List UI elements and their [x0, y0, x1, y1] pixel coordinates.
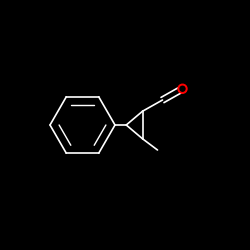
- Circle shape: [180, 86, 185, 91]
- Circle shape: [178, 84, 187, 93]
